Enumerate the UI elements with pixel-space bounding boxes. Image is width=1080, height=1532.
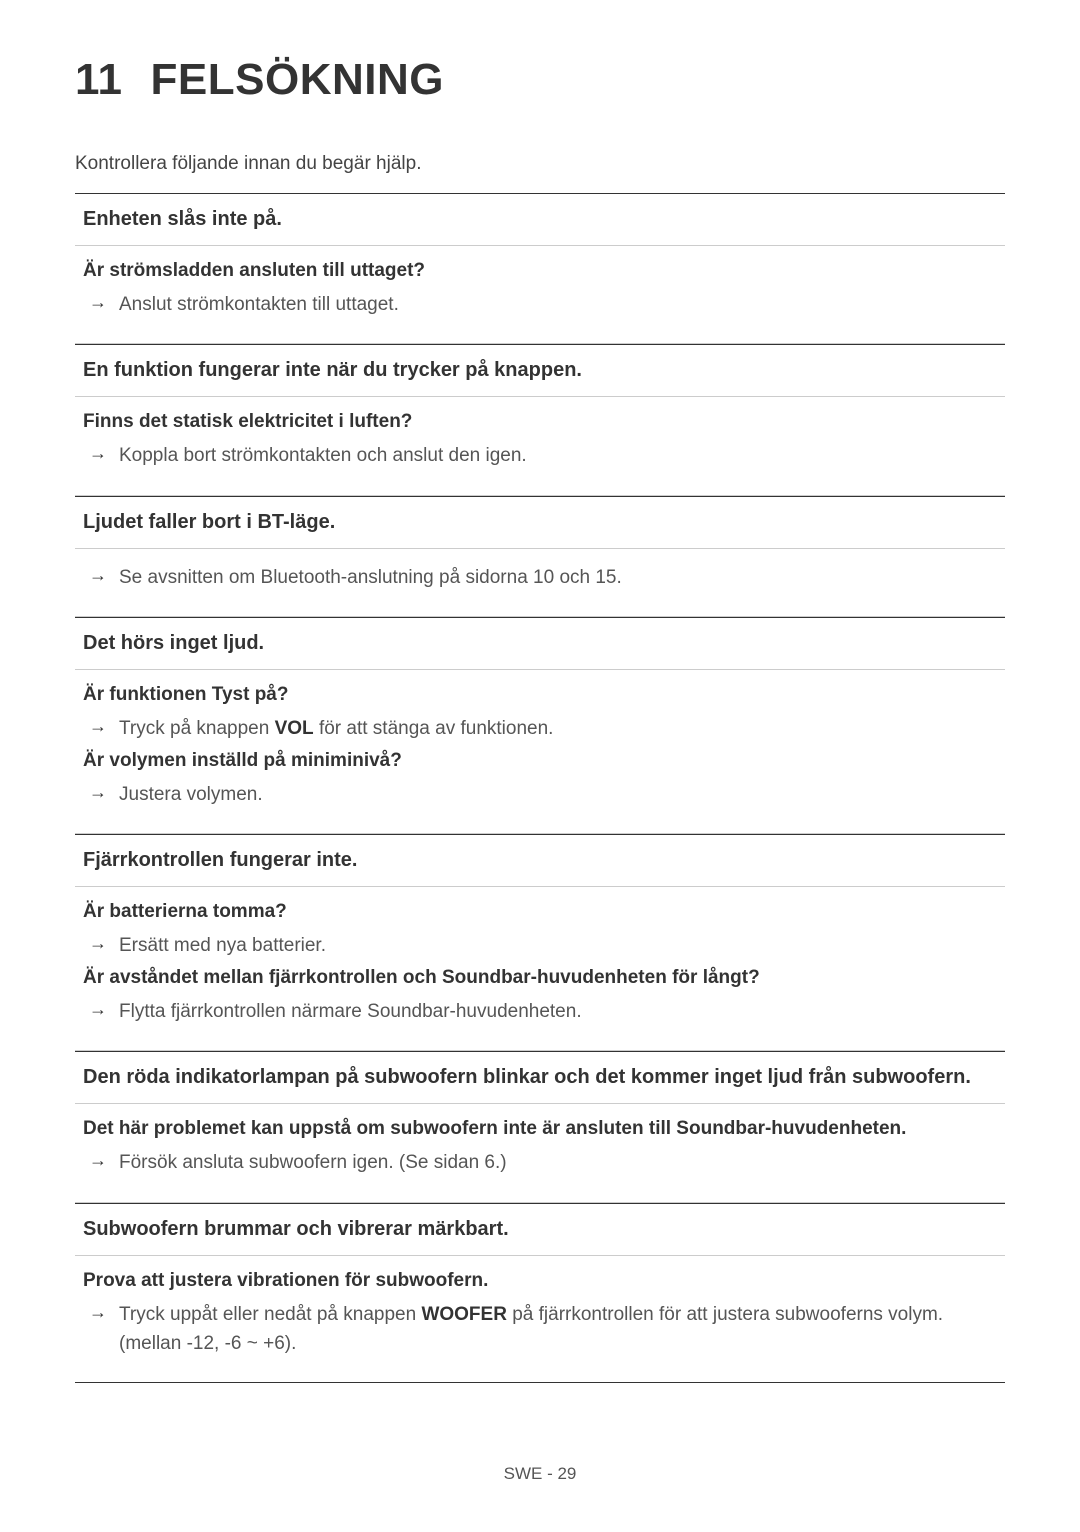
troubleshoot-answer: → Se avsnitten om Bluetooth-anslutning på… [83, 563, 997, 592]
answer-text-pre: Flytta fjärrkontrollen närmare Soundbar-… [119, 1001, 582, 1022]
arrow-icon: → [89, 441, 107, 466]
troubleshoot-answer: → Tryck på knappen VOL för att stänga av … [83, 714, 997, 743]
troubleshoot-section: Ljudet faller bort i BT-läge. → Se avsnitt… [75, 496, 1005, 617]
page-footer: SWE - 29 [0, 1464, 1080, 1484]
troubleshoot-section: Fjärrkontrollen fungerar inte.Är batteri… [75, 834, 1005, 1051]
troubleshoot-section: Den röda indikatorlampan på subwoofern b… [75, 1051, 1005, 1202]
section-body: Är batterierna tomma? → Ersätt med nya bat… [75, 887, 1005, 1051]
troubleshoot-answer: → Flytta fjärrkontrollen närmare Soundbar… [83, 997, 997, 1026]
answer-text-pre: Anslut strömkontakten till uttaget. [119, 294, 399, 315]
troubleshoot-section: En funktion fungerar inte när du trycker… [75, 344, 1005, 495]
answer-text: Anslut strömkontakten till uttaget. [119, 290, 399, 319]
answer-text-pre: Se avsnitten om Bluetooth-anslutning på … [119, 567, 622, 588]
troubleshoot-answer: → Tryck uppåt eller nedåt på knappen WOOF… [83, 1300, 997, 1359]
answer-text-bold: VOL [275, 718, 314, 739]
answer-text-pre: Koppla bort strömkontakten och anslut de… [119, 445, 527, 466]
troubleshoot-question: Prova att justera vibrationen för subwoo… [83, 1270, 997, 1292]
answer-text-bold: WOOFER [421, 1304, 507, 1325]
section-header: Fjärrkontrollen fungerar inte. [75, 835, 1005, 887]
chapter-heading: 11 FELSÖKNING [75, 55, 1005, 105]
section-header: Den röda indikatorlampan på subwoofern b… [75, 1052, 1005, 1104]
section-header: Ljudet faller bort i BT-läge. [75, 497, 1005, 549]
section-body: Är strömsladden ansluten till uttaget? → A… [75, 246, 1005, 344]
arrow-icon: → [89, 1148, 107, 1173]
arrow-icon: → [89, 1300, 107, 1325]
troubleshoot-section: Det hörs inget ljud.Är funktionen Tyst p… [75, 617, 1005, 834]
section-body: Prova att justera vibrationen för subwoo… [75, 1256, 1005, 1384]
arrow-icon: → [89, 290, 107, 315]
answer-text: Försök ansluta subwoofern igen. (Se sida… [119, 1148, 507, 1177]
troubleshoot-question: Är avståndet mellan fjärrkontrollen och … [83, 967, 997, 989]
troubleshoot-answer: → Ersätt med nya batterier. [83, 931, 997, 960]
answer-text: Justera volymen. [119, 780, 263, 809]
section-header: Subwoofern brummar och vibrerar märkbart… [75, 1204, 1005, 1256]
answer-text-post: för att stänga av funktionen. [314, 718, 554, 739]
answer-text: Ersätt med nya batterier. [119, 931, 326, 960]
answer-text-pre: Tryck på knappen [119, 718, 275, 739]
section-header: Enheten slås inte på. [75, 194, 1005, 246]
answer-text: Koppla bort strömkontakten och anslut de… [119, 441, 527, 470]
answer-text-pre: Justera volymen. [119, 784, 263, 805]
answer-text-pre: Ersätt med nya batterier. [119, 935, 326, 956]
answer-text: Tryck uppåt eller nedåt på knappen WOOFE… [119, 1300, 997, 1359]
arrow-icon: → [89, 563, 107, 588]
answer-text: Se avsnitten om Bluetooth-anslutning på … [119, 563, 622, 592]
troubleshoot-answer: → Koppla bort strömkontakten och anslut d… [83, 441, 997, 470]
troubleshoot-section: Subwoofern brummar och vibrerar märkbart… [75, 1203, 1005, 1384]
section-body: Det här problemet kan uppstå om subwoofe… [75, 1104, 1005, 1202]
section-body: → Se avsnitten om Bluetooth-anslutning på… [75, 549, 1005, 617]
troubleshoot-answer: → Försök ansluta subwoofern igen. (Se sid… [83, 1148, 997, 1177]
troubleshoot-section: Enheten slås inte på.Är strömsladden ans… [75, 193, 1005, 344]
arrow-icon: → [89, 931, 107, 956]
chapter-number: 11 [75, 55, 123, 105]
intro-paragraph: Kontrollera följande innan du begär hjäl… [75, 153, 1005, 175]
answer-text: Flytta fjärrkontrollen närmare Soundbar-… [119, 997, 582, 1026]
troubleshoot-answer: → Anslut strömkontakten till uttaget. [83, 290, 997, 319]
troubleshoot-question: Är batterierna tomma? [83, 901, 997, 923]
arrow-icon: → [89, 997, 107, 1022]
arrow-icon: → [89, 714, 107, 739]
answer-text-pre: Försök ansluta subwoofern igen. (Se sida… [119, 1152, 507, 1173]
answer-text: Tryck på knappen VOL för att stänga av f… [119, 714, 553, 743]
section-body: Finns det statisk elektricitet i luften?… [75, 397, 1005, 495]
troubleshooting-sections: Enheten slås inte på.Är strömsladden ans… [75, 193, 1005, 1383]
troubleshoot-question: Det här problemet kan uppstå om subwoofe… [83, 1118, 997, 1140]
section-body: Är funktionen Tyst på? → Tryck på knappen … [75, 670, 1005, 834]
troubleshoot-question: Finns det statisk elektricitet i luften? [83, 411, 997, 433]
troubleshoot-question: Är funktionen Tyst på? [83, 684, 997, 706]
troubleshoot-answer: → Justera volymen. [83, 780, 997, 809]
troubleshoot-question: Är volymen inställd på miniminivå? [83, 750, 997, 772]
section-header: En funktion fungerar inte när du trycker… [75, 345, 1005, 397]
section-header: Det hörs inget ljud. [75, 618, 1005, 670]
troubleshoot-question: Är strömsladden ansluten till uttaget? [83, 260, 997, 282]
arrow-icon: → [89, 780, 107, 805]
chapter-title-text: FELSÖKNING [151, 55, 444, 104]
answer-text-pre: Tryck uppåt eller nedåt på knappen [119, 1304, 421, 1325]
